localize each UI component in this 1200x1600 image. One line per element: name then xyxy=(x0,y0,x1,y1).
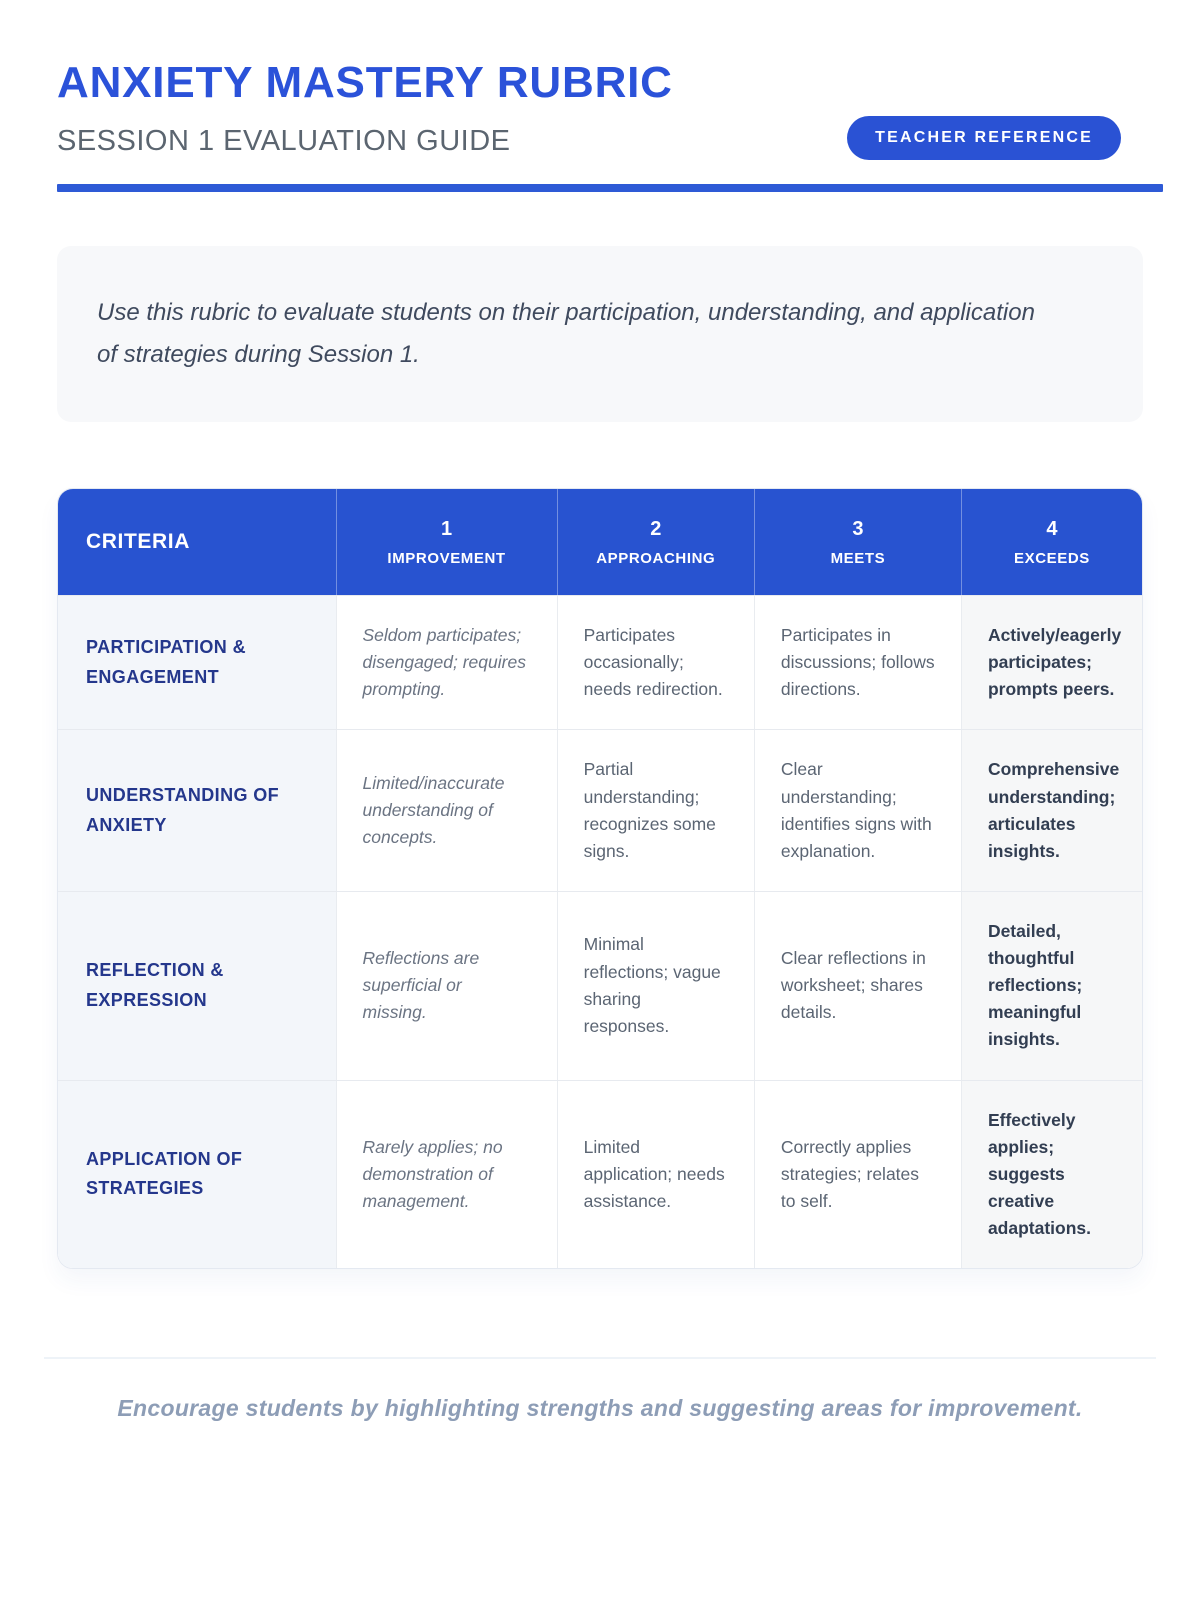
level-header-cell-exceeds: 4 EXCEEDS xyxy=(960,489,1142,595)
intro-text: Use this rubric to evaluate students on … xyxy=(97,299,1035,368)
footer-divider xyxy=(44,1357,1156,1360)
document-header: ANXIETY MASTERY RUBRIC SESSION 1 EVALUAT… xyxy=(57,58,1163,192)
level1-text: Reflections are superficial or missing. xyxy=(362,948,480,1023)
level1-cell: Seldom participates; disengaged; require… xyxy=(335,596,557,730)
level4-cell: Comprehensive understanding; articulates… xyxy=(960,730,1142,891)
level4-text: Actively/eagerly participates; prompts p… xyxy=(987,625,1122,700)
page-title: ANXIETY MASTERY RUBRIC xyxy=(57,58,673,107)
level-number: 3 xyxy=(852,517,864,540)
level3-cell: Clear reflections in worksheet; shares d… xyxy=(753,891,961,1080)
level-label: MEETS xyxy=(830,549,886,567)
criterion-label: UNDERSTANDING OF ANXIETY xyxy=(86,784,280,835)
level1-text: Rarely applies; no demonstration of mana… xyxy=(362,1136,503,1211)
level1-text: Seldom participates; disengaged; require… xyxy=(362,625,526,700)
level2-text: Limited application; needs assistance. xyxy=(583,1136,725,1211)
level3-text: Correctly applies strategies; relates to… xyxy=(780,1136,920,1211)
footer-note: Encourage students by highlighting stren… xyxy=(117,1395,1083,1422)
level-header-cell-approaching: 2 APPROACHING xyxy=(556,489,754,595)
level4-cell: Actively/eagerly participates; prompts p… xyxy=(960,596,1142,730)
criterion-label: PARTICIPATION & ENGAGEMENT xyxy=(86,637,246,687)
level1-text: Limited/inaccurate understanding of conc… xyxy=(362,772,505,848)
criterion-cell: REFLECTION & EXPRESSION xyxy=(58,891,336,1080)
rubric-row-reflection: REFLECTION & EXPRESSION Reflections are … xyxy=(58,890,1142,1080)
level3-text: Participates in discussions; follows dir… xyxy=(780,625,935,700)
level-header-cell-meets: 3 MEETS xyxy=(753,489,961,595)
level-number: 2 xyxy=(650,517,662,540)
level-number: 1 xyxy=(441,517,453,540)
level4-text: Effectively applies; suggests creative a… xyxy=(987,1109,1092,1239)
level3-cell: Participates in discussions; follows dir… xyxy=(753,596,961,730)
level2-text: Participates occasionally; needs redirec… xyxy=(583,625,723,700)
level3-text: Clear understanding; identifies signs wi… xyxy=(780,759,932,861)
level2-text: Minimal reflections; vague sharing respo… xyxy=(583,934,721,1036)
page: ANXIETY MASTERY RUBRIC SESSION 1 EVALUAT… xyxy=(44,58,1163,1422)
level-header-cell-improvement: 1 IMPROVEMENT xyxy=(335,489,557,595)
criteria-header-cell: CRITERIA xyxy=(58,489,336,595)
rubric-row-participation: PARTICIPATION & ENGAGEMENT Seldom partic… xyxy=(58,595,1142,730)
level3-cell: Clear understanding; identifies signs wi… xyxy=(753,730,961,891)
level-label: EXCEEDS xyxy=(1014,549,1090,567)
level-number: 4 xyxy=(1046,517,1058,540)
criterion-label: REFLECTION & EXPRESSION xyxy=(86,960,224,1010)
level-label: IMPROVEMENT xyxy=(387,549,506,567)
rubric-header-row: CRITERIA 1 IMPROVEMENT 2 APPROACHING 3 M… xyxy=(58,489,1142,595)
criterion-label: APPLICATION OF STRATEGIES xyxy=(86,1148,243,1199)
level3-cell: Correctly applies strategies; relates to… xyxy=(753,1080,961,1269)
criterion-cell: PARTICIPATION & ENGAGEMENT xyxy=(58,596,336,730)
level2-text: Partial understanding; recognizes some s… xyxy=(583,759,716,861)
level4-text: Detailed, thoughtful reflections; meanin… xyxy=(987,920,1083,1050)
criterion-cell: APPLICATION OF STRATEGIES xyxy=(58,1080,336,1269)
level1-cell: Rarely applies; no demonstration of mana… xyxy=(335,1080,557,1269)
level3-text: Clear reflections in worksheet; shares d… xyxy=(780,948,926,1023)
level2-cell: Limited application; needs assistance. xyxy=(556,1080,754,1269)
level-label: APPROACHING xyxy=(596,549,716,567)
criterion-cell: UNDERSTANDING OF ANXIETY xyxy=(58,730,336,891)
rubric-row-application: APPLICATION OF STRATEGIES Rarely applies… xyxy=(58,1079,1142,1269)
level2-cell: Minimal reflections; vague sharing respo… xyxy=(556,891,754,1080)
header-divider-rule xyxy=(57,184,1163,192)
intro-card: Use this rubric to evaluate students on … xyxy=(57,246,1143,422)
level4-cell: Effectively applies; suggests creative a… xyxy=(960,1080,1142,1269)
level1-cell: Reflections are superficial or missing. xyxy=(335,891,557,1080)
level2-cell: Partial understanding; recognizes some s… xyxy=(556,730,754,891)
teacher-reference-badge: TEACHER REFERENCE xyxy=(847,116,1121,160)
level4-cell: Detailed, thoughtful reflections; meanin… xyxy=(960,891,1142,1080)
level4-text: Comprehensive understanding; articulates… xyxy=(987,759,1120,861)
level2-cell: Participates occasionally; needs redirec… xyxy=(556,596,754,730)
page-subtitle: SESSION 1 EVALUATION GUIDE xyxy=(57,125,511,157)
criteria-header-label: CRITERIA xyxy=(86,530,190,553)
rubric-row-understanding: UNDERSTANDING OF ANXIETY Limited/inaccur… xyxy=(58,729,1142,891)
rubric-table: CRITERIA 1 IMPROVEMENT 2 APPROACHING 3 M… xyxy=(57,488,1143,1270)
level1-cell: Limited/inaccurate understanding of conc… xyxy=(335,730,557,891)
